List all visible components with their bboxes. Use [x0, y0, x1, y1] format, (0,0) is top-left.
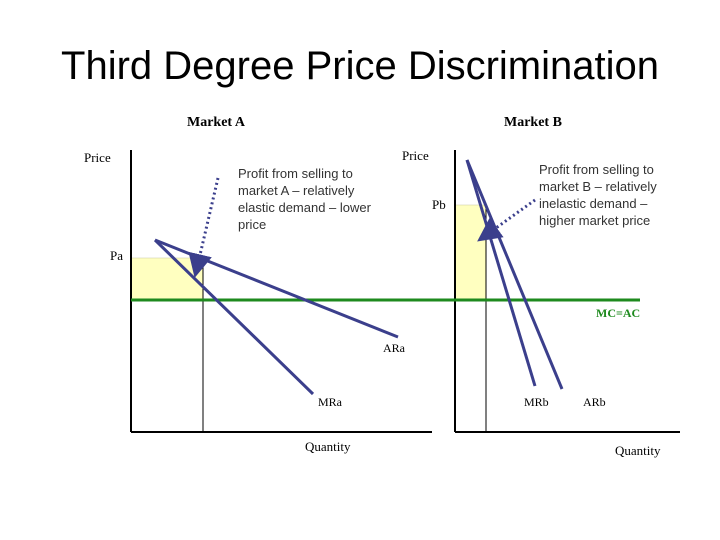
market-b-profit-area [454, 204, 487, 301]
market-a-profit-area [130, 257, 204, 301]
market-a-mr-label: MRa [318, 395, 343, 409]
market-b-quantity-axis-label: Quantity [615, 443, 661, 458]
market-b-demand-label: ARb [583, 395, 606, 409]
market-a-annotation-arrow [188, 177, 220, 278]
market-b-annotation-line: Profit from selling to [539, 162, 654, 177]
market-a-annotation-line: price [238, 217, 266, 232]
market-b-annotation-arrow [477, 198, 536, 242]
market-a-annotation: Profit from selling to market A – relati… [238, 166, 372, 232]
market-a-price-axis-label: Price [84, 150, 111, 165]
market-b-annotation-line: inelastic demand – [539, 196, 648, 211]
market-b-mr-curve [465, 159, 537, 387]
market-b-mr-label: MRb [524, 395, 549, 409]
market-b-annotation-line: higher market price [539, 213, 650, 228]
market-a-demand-label: ARa [383, 341, 406, 355]
market-b-annotation: Profit from selling to market B – relati… [539, 162, 657, 228]
market-a-annotation-line: market A – relatively [238, 183, 355, 198]
market-a-annotation-line: Profit from selling to [238, 166, 353, 181]
market-a-mr-curve [153, 238, 315, 396]
market-b-demand-curve [465, 159, 564, 390]
slide-title: Third Degree Price Discrimination [61, 44, 659, 88]
mc-ac-label: MC=AC [596, 306, 640, 320]
market-a-annotation-line: elastic demand – lower [238, 200, 372, 215]
market-b-heading: Market B [504, 115, 562, 130]
market-b-price-label: Pb [432, 197, 446, 212]
market-b-price-axis-label: Price [402, 148, 429, 163]
market-a-price-label: Pa [110, 248, 123, 263]
market-b-annotation-line: market B – relatively [539, 179, 657, 194]
market-a-heading: Market A [187, 115, 246, 130]
market-a-quantity-axis-label: Quantity [305, 439, 351, 454]
